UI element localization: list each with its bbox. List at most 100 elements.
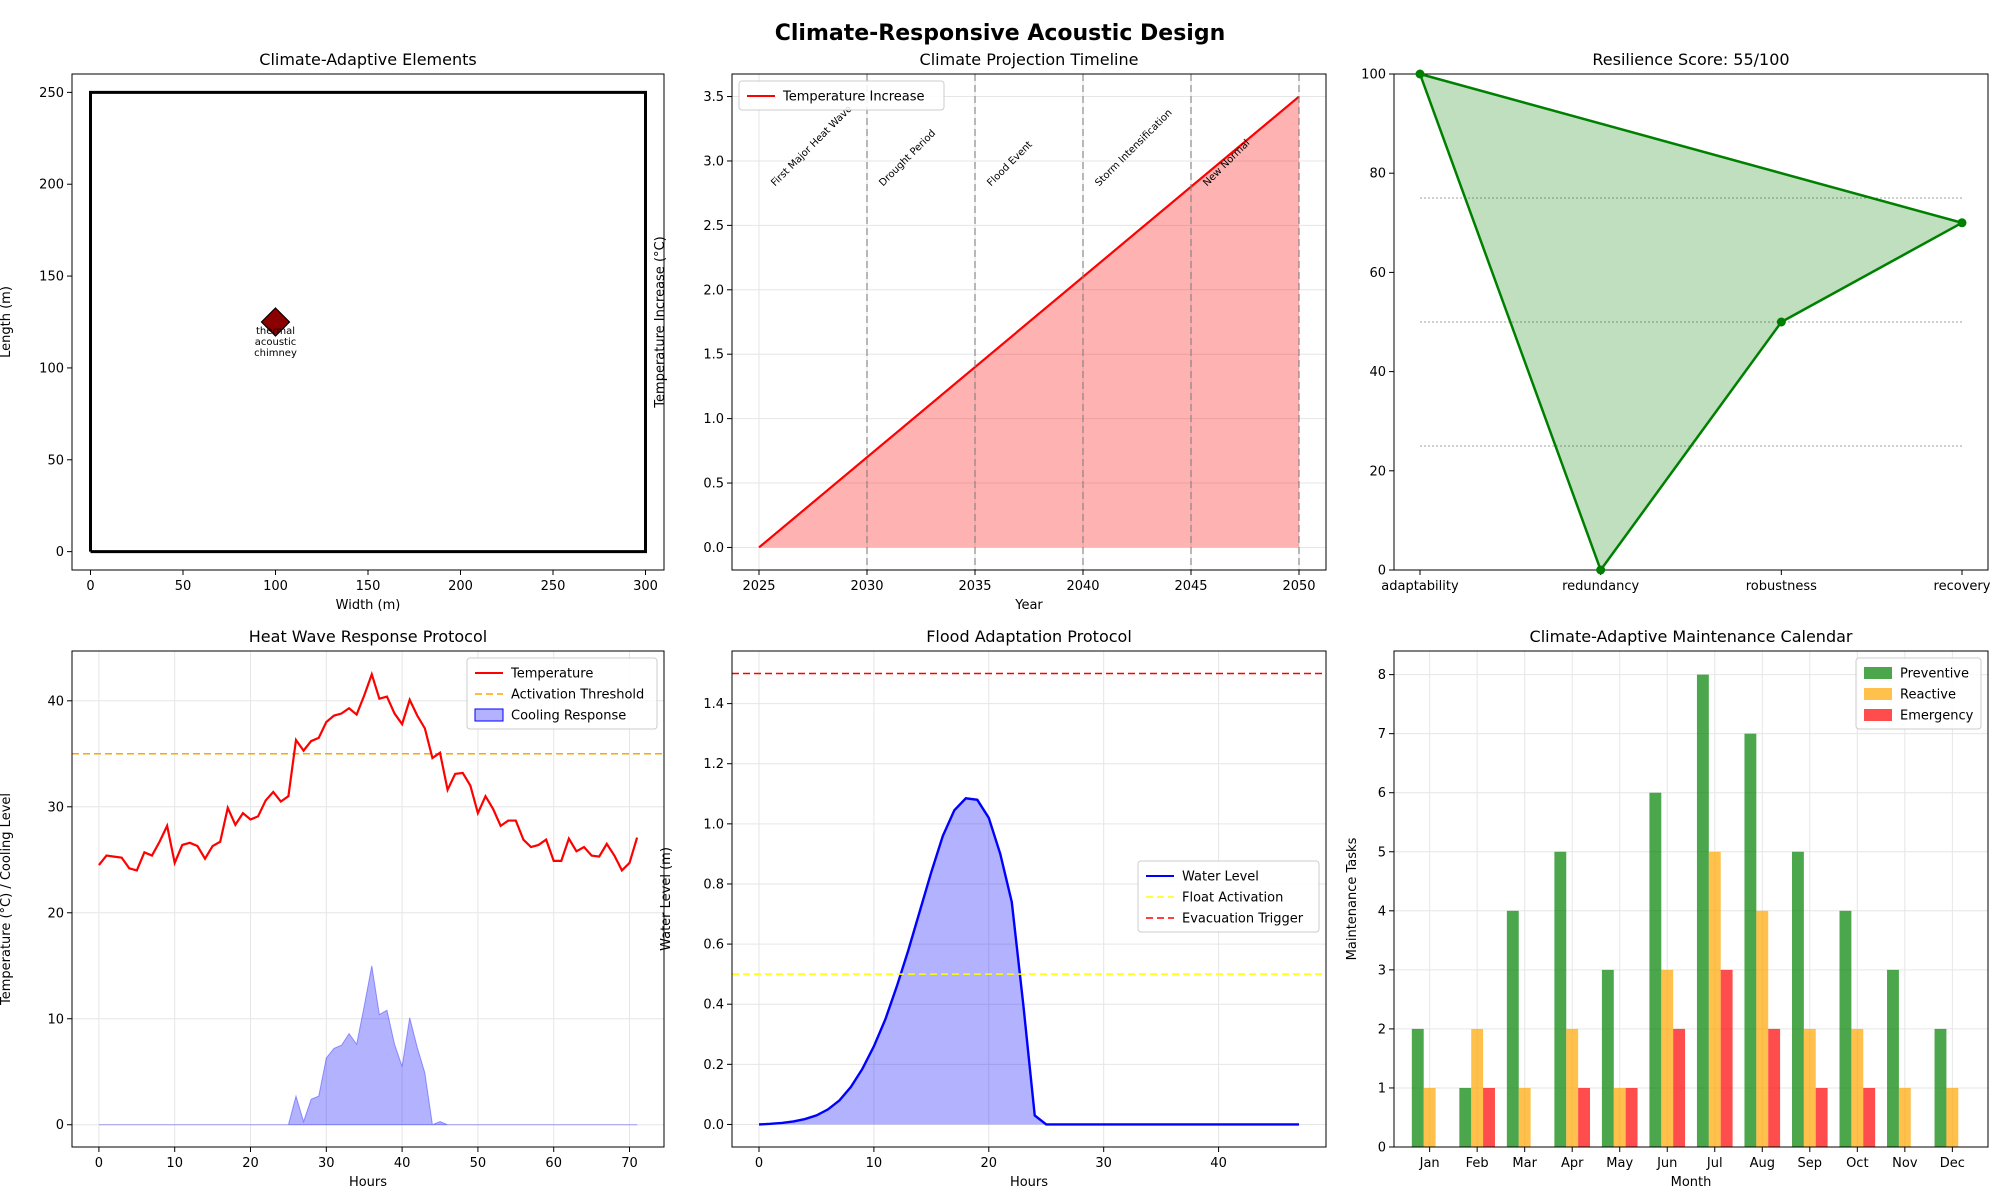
legend-swatch xyxy=(1864,688,1892,700)
legend-label: Temperature Increase xyxy=(782,90,925,105)
element-label: chimney xyxy=(254,348,297,359)
x-tick-label: 2035 xyxy=(958,579,991,594)
y-tick-label: 80 xyxy=(1369,167,1386,182)
y-axis-label: Maintenance Tasks xyxy=(1345,837,1360,960)
axes-frame xyxy=(731,73,1327,571)
y-tick-label: 0 xyxy=(56,545,64,560)
resilience-point xyxy=(1776,317,1786,327)
y-tick-label: 1.5 xyxy=(703,348,724,363)
category-label: robustness xyxy=(1746,579,1817,594)
y-tick-label: 50 xyxy=(47,453,64,468)
bar-emergency xyxy=(1768,1028,1781,1147)
bar-reactive xyxy=(1803,1028,1816,1147)
y-tick-label: 10 xyxy=(47,1012,64,1027)
y-tick-label: 150 xyxy=(39,270,64,285)
x-tick-label: 60 xyxy=(545,1156,562,1171)
bar-preventive xyxy=(1887,969,1899,1147)
figure-title: Climate-Responsive Acoustic Design xyxy=(775,21,1226,46)
subplots: 0 50 100 150 200 250 300050100150200250thermal… xyxy=(0,50,1991,1190)
panel-title: Climate-Adaptive Elements xyxy=(259,50,476,69)
axes-frame xyxy=(71,650,665,1148)
bar-reactive xyxy=(1756,910,1769,1147)
month-label: Sep xyxy=(1798,1156,1823,1171)
event-label: Flood Event xyxy=(985,139,1035,189)
y-axis-label: Temperature (°C) / Cooling Level xyxy=(0,793,14,1006)
y-tick-label: 200 xyxy=(39,178,64,193)
month-label: Oct xyxy=(1846,1156,1868,1171)
panel-resilience-score: 0 20 40 60 80 100 adaptability redundancy robust… xyxy=(1361,50,1991,594)
x-tick-label: 40 xyxy=(1210,1156,1227,1171)
x-axis-label: Width (m) xyxy=(336,598,401,613)
y-tick-label: 2 xyxy=(1378,1022,1386,1037)
x-axis-label: Hours xyxy=(1010,1175,1048,1190)
y-tick-label: 1.0 xyxy=(703,412,724,427)
panel-title: Heat Wave Response Protocol xyxy=(249,627,487,646)
building-outline xyxy=(89,90,647,554)
y-tick-label: 2.5 xyxy=(703,219,724,234)
bar-emergency xyxy=(1625,1087,1638,1147)
bar-preventive xyxy=(1649,792,1662,1147)
bar-preventive xyxy=(1411,1028,1424,1147)
y-tick-label: 0.4 xyxy=(703,998,724,1013)
y-tick-label: 7 xyxy=(1378,727,1386,742)
y-tick-label: 0.0 xyxy=(703,1118,724,1133)
temperature-line xyxy=(98,670,639,873)
x-tick-label: 40 xyxy=(394,1156,411,1171)
month-label: Mar xyxy=(1512,1156,1537,1171)
panel-flood-adaptation: 0 10 20 30 40 0.0 0.2 0.4 0.6 0.8 1.0 1.2 1.4 Water L… xyxy=(659,627,1327,1190)
y-tick-label: 250 xyxy=(39,86,64,101)
element-label: thermal xyxy=(256,326,295,337)
x-tick-label: 2040 xyxy=(1066,579,1099,594)
y-tick-label: 0 xyxy=(56,1118,64,1133)
month-label: Dec xyxy=(1940,1156,1965,1171)
temperature-line xyxy=(758,95,1300,549)
x-tick-label: 2025 xyxy=(742,579,775,594)
x-tick-label: 2045 xyxy=(1174,579,1207,594)
panel-climate-adaptive-elements: 0 50 100 150 200 250 300 0 50 100 150 200 250 thermal… xyxy=(0,50,665,613)
x-tick-label: 50 xyxy=(470,1156,487,1171)
x-tick-label: 100 xyxy=(263,579,288,594)
y-tick-label: 1 xyxy=(1378,1081,1386,1096)
y-tick-label: 1.0 xyxy=(703,817,724,832)
x-tick-label: 20 xyxy=(242,1156,259,1171)
event-label: Storm Intensification xyxy=(1093,108,1174,189)
x-tick-label: 50 xyxy=(175,579,192,594)
x-tick-label: 30 xyxy=(318,1156,335,1171)
panel-climate-projection: 2025 2030 2035 2040 2045 2050 0.0 0.5 1.0 1.5 2.0 2… xyxy=(653,50,1327,613)
bar-reactive xyxy=(1898,1087,1911,1147)
panel-maintenance-calendar: 0 1 2 3 4 5 6 7 8 Jan Feb Mar Apr May Jun Jul Aug Sep Oct N… xyxy=(1345,627,1989,1190)
y-tick-label: 40 xyxy=(1369,365,1386,380)
y-tick-label: 0.0 xyxy=(703,541,724,556)
legend-label: Preventive xyxy=(1900,667,1969,682)
x-tick-label: 2050 xyxy=(1282,579,1315,594)
x-tick-label: 300 xyxy=(633,579,658,594)
x-tick-label: 2030 xyxy=(850,579,883,594)
y-tick-label: 3 xyxy=(1378,963,1386,978)
bar-preventive xyxy=(1601,969,1614,1147)
x-tick-label: 150 xyxy=(356,579,381,594)
water-level-line xyxy=(758,797,1299,1126)
bar-emergency xyxy=(1673,1028,1686,1147)
panel-title: Climate Projection Timeline xyxy=(920,50,1139,69)
axes-frame xyxy=(1393,73,1989,571)
y-tick-label: 20 xyxy=(47,906,64,921)
y-tick-label: 60 xyxy=(1369,266,1386,281)
resilience-point xyxy=(1596,565,1606,575)
y-axis-label: Temperature Increase (°C) xyxy=(653,236,668,408)
bar-preventive xyxy=(1506,910,1519,1147)
month-label: Aug xyxy=(1750,1156,1775,1171)
bar-emergency xyxy=(1483,1087,1495,1147)
month-label: Nov xyxy=(1892,1156,1918,1171)
y-tick-label: 0.5 xyxy=(703,477,724,492)
y-tick-label: 20 xyxy=(1369,464,1386,479)
legend-label: Cooling Response xyxy=(511,709,626,724)
event-label: First Major Heat Wave xyxy=(769,104,854,189)
cooling-area xyxy=(98,965,638,1126)
y-tick-label: 100 xyxy=(39,361,64,376)
legend-swatch xyxy=(1864,709,1892,721)
bar-emergency xyxy=(1720,969,1733,1147)
y-tick-label: 3.0 xyxy=(703,154,724,169)
x-tick-label: 20 xyxy=(981,1156,998,1171)
panel-title: Climate-Adaptive Maintenance Calendar xyxy=(1530,627,1853,646)
